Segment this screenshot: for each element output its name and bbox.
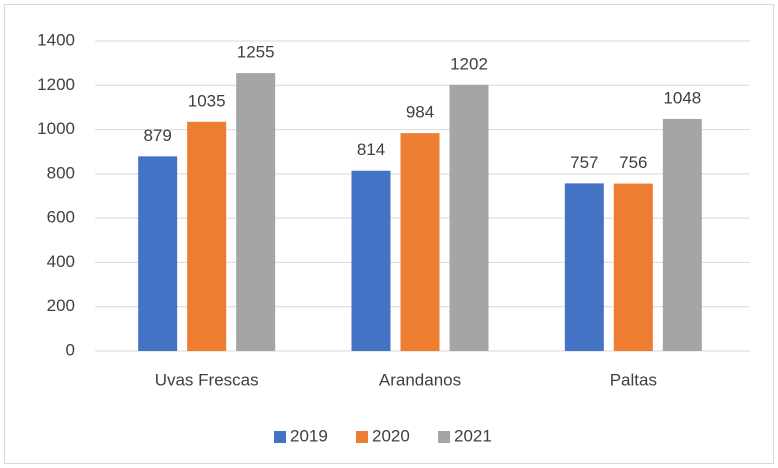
bar [236, 73, 276, 351]
legend-swatch [274, 431, 286, 443]
bar [138, 156, 178, 351]
legend-label: 2019 [290, 426, 328, 445]
legend-label: 2021 [454, 426, 492, 445]
bar [187, 121, 227, 351]
data-label: 814 [357, 140, 385, 159]
legend-swatch [356, 431, 368, 443]
legend-label: 2020 [372, 426, 410, 445]
y-tick-label: 200 [47, 296, 75, 315]
x-tick-label: Arandanos [379, 370, 461, 389]
bar [449, 84, 489, 351]
data-label: 984 [406, 103, 434, 122]
bar [662, 118, 702, 351]
y-tick-label: 1000 [37, 119, 75, 138]
data-label: 879 [143, 126, 171, 145]
y-tick-label: 400 [47, 252, 75, 271]
y-tick-label: 600 [47, 208, 75, 227]
y-tick-label: 800 [47, 163, 75, 182]
data-label: 1048 [663, 88, 701, 107]
data-label: 1035 [188, 91, 226, 110]
data-label: 1202 [450, 54, 488, 73]
y-tick-label: 0 [66, 340, 75, 359]
data-label: 757 [570, 153, 598, 172]
y-tick-label: 1400 [37, 30, 75, 49]
y-tick-label: 1200 [37, 75, 75, 94]
bar [564, 183, 604, 351]
bar [400, 133, 440, 351]
data-label: 1255 [237, 43, 275, 62]
x-tick-label: Paltas [610, 370, 657, 389]
data-label: 756 [619, 153, 647, 172]
legend-swatch [438, 431, 450, 443]
x-tick-label: Uvas Frescas [155, 370, 259, 389]
bar [351, 170, 391, 351]
bar [613, 183, 653, 351]
